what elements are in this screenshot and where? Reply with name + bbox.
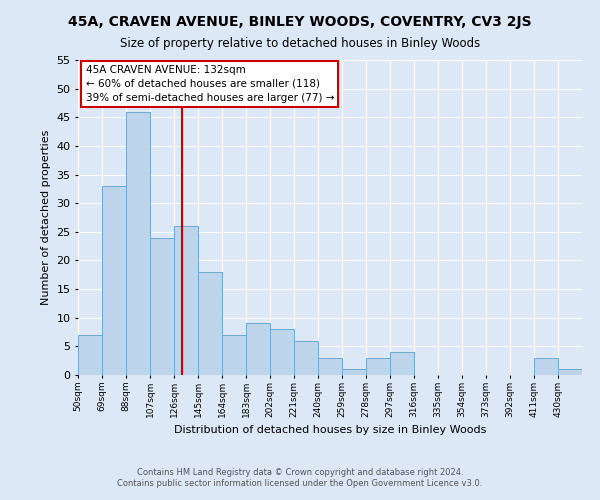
Bar [535,358,557,375]
Bar [127,112,149,375]
Bar [103,186,125,375]
Text: Size of property relative to detached houses in Binley Woods: Size of property relative to detached ho… [120,38,480,51]
Bar [367,358,389,375]
X-axis label: Distribution of detached houses by size in Binley Woods: Distribution of detached houses by size … [174,426,486,436]
Bar [79,335,101,375]
Bar [175,226,197,375]
Bar [295,340,317,375]
Y-axis label: Number of detached properties: Number of detached properties [41,130,50,305]
Bar [319,358,341,375]
Bar [247,324,269,375]
Text: 45A CRAVEN AVENUE: 132sqm
← 60% of detached houses are smaller (118)
39% of semi: 45A CRAVEN AVENUE: 132sqm ← 60% of detac… [86,64,334,102]
Bar [391,352,413,375]
Text: Contains HM Land Registry data © Crown copyright and database right 2024.
Contai: Contains HM Land Registry data © Crown c… [118,468,482,487]
Bar [223,335,245,375]
Bar [343,370,365,375]
Bar [199,272,221,375]
Bar [151,238,173,375]
Bar [271,329,293,375]
Bar [559,370,581,375]
Text: 45A, CRAVEN AVENUE, BINLEY WOODS, COVENTRY, CV3 2JS: 45A, CRAVEN AVENUE, BINLEY WOODS, COVENT… [68,15,532,29]
